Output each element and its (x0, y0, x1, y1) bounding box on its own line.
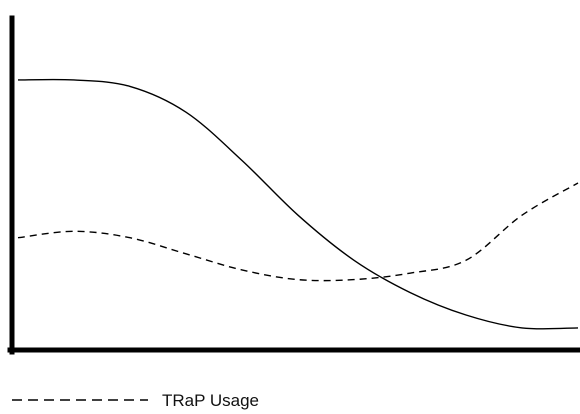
legend: TRaP Usage (12, 391, 259, 410)
dashed-series-line (17, 182, 579, 282)
legend-label: TRaP Usage (162, 391, 259, 410)
solid-series-line (17, 78, 579, 330)
plot-series (17, 78, 579, 330)
chart-axes (7, 15, 580, 355)
